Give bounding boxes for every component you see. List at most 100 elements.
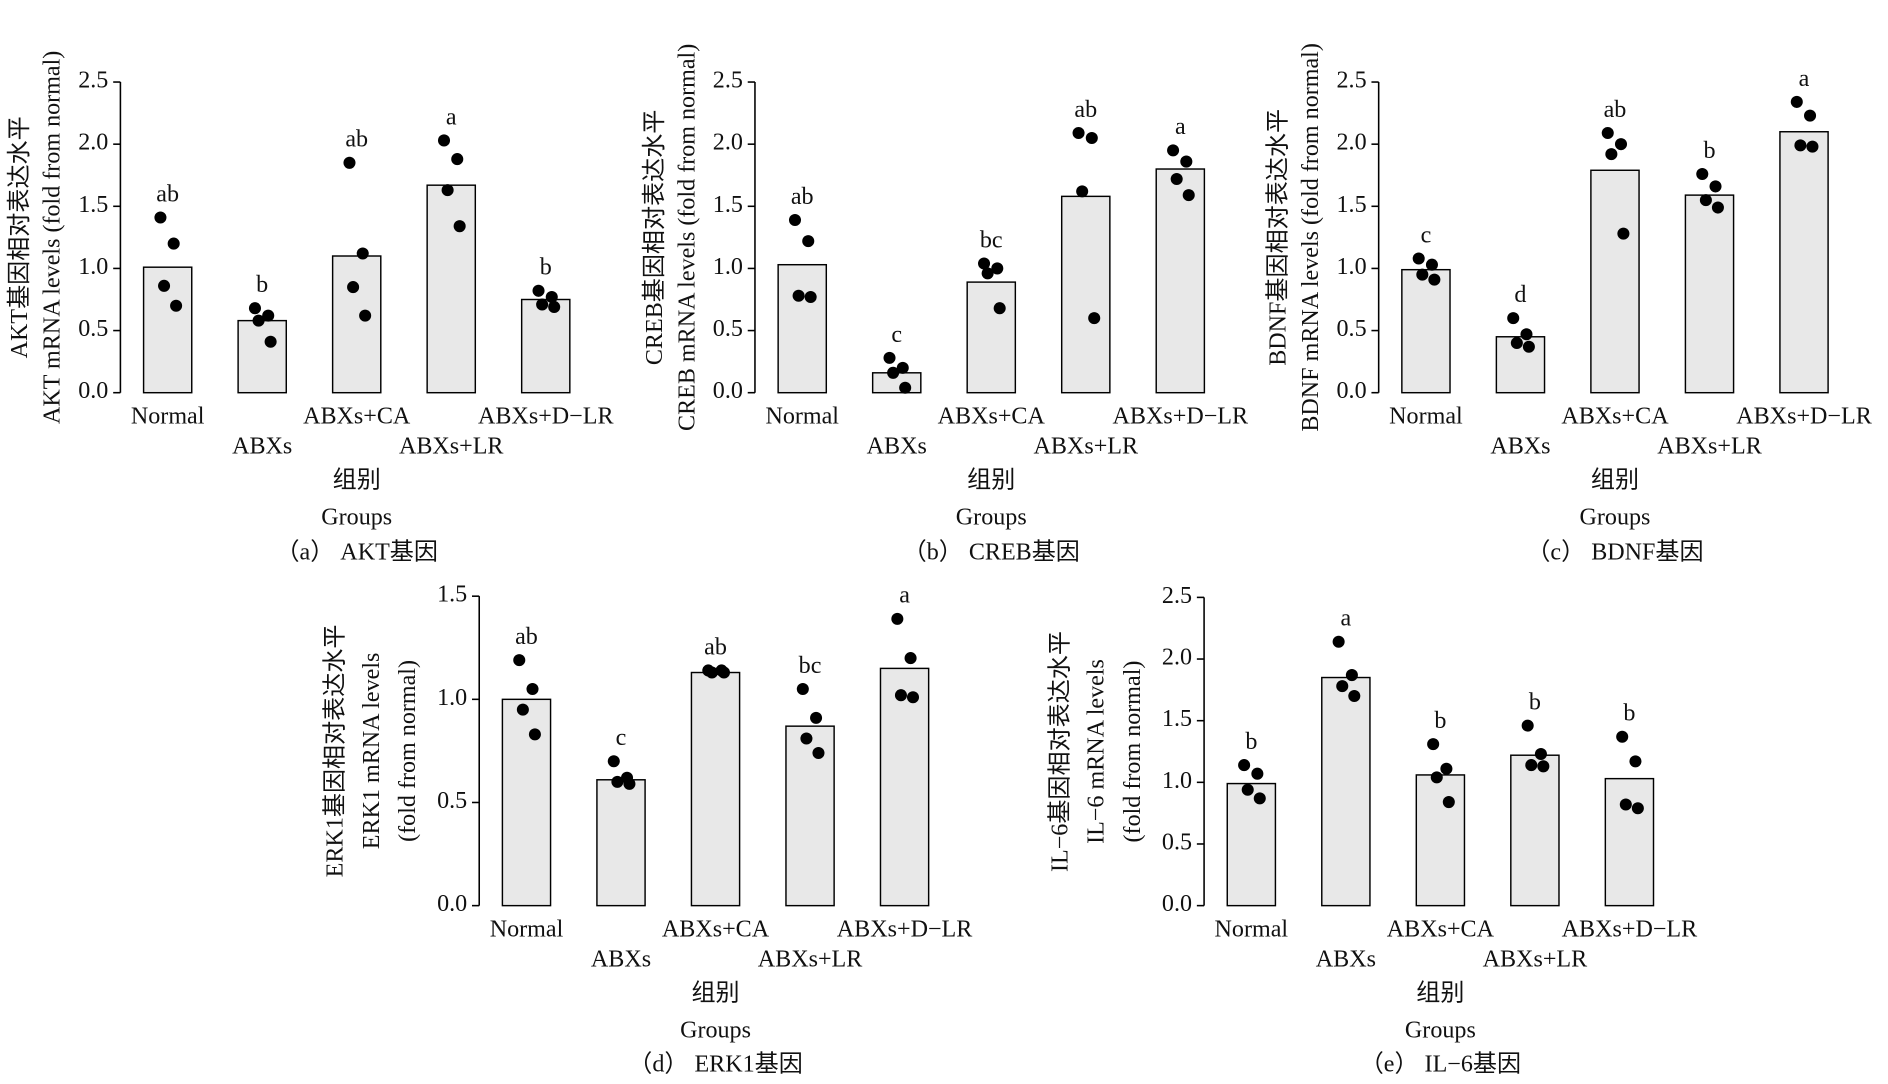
data-point (717, 666, 730, 679)
data-point (1616, 730, 1629, 743)
data-point (1709, 180, 1722, 193)
bar (1415, 774, 1466, 907)
data-point (1510, 336, 1523, 350)
x-tick-label: Normal (1215, 916, 1289, 942)
data-point (1251, 767, 1264, 780)
y-axis-title: IL−6 mRNA levels (1084, 659, 1110, 844)
significance-letter: b (1529, 689, 1541, 715)
data-point (1521, 719, 1534, 732)
data-point (548, 300, 561, 313)
data-point (887, 366, 900, 379)
bar (777, 263, 828, 394)
y-axis-title: AKT mRNA levels (fold from normal) (40, 51, 66, 424)
data-point (1076, 185, 1089, 198)
data-point (796, 682, 809, 696)
bar (1510, 754, 1560, 907)
significance-letter: b (1245, 729, 1257, 755)
data-point (252, 314, 265, 327)
caption: （d） ERK1基因 (628, 1050, 803, 1077)
data-point (1525, 759, 1538, 772)
bar (690, 671, 741, 907)
data-point (1416, 268, 1429, 281)
y-tick-label: 0.0 (713, 378, 743, 404)
y-axis-title: AKT基因相对表达水平 (6, 116, 33, 358)
y-tick-label: 2.5 (1162, 583, 1192, 609)
data-point (1442, 796, 1455, 809)
x-tick-label: ABXs (1316, 947, 1376, 973)
significance-letter: a (446, 104, 457, 130)
significance-letter: b (1434, 708, 1446, 734)
data-point (978, 257, 991, 270)
x-tick-label: ABXs+LR (758, 947, 863, 973)
y-axis-title: BDNF基因相对表达水平 (1264, 109, 1291, 366)
data-point (981, 267, 994, 280)
x-tick-label: ABXs+LR (399, 434, 504, 460)
data-point (705, 666, 718, 679)
bar (1060, 195, 1111, 394)
data-point (894, 689, 907, 702)
data-point (359, 309, 372, 322)
data-point (248, 302, 261, 315)
bar (1604, 777, 1655, 907)
data-point (1440, 762, 1453, 775)
data-point (1520, 328, 1533, 341)
significance-letter: c (1421, 222, 1432, 248)
significance-letter: b (1703, 138, 1715, 164)
y-axis-title: (fold from normal) (1120, 661, 1146, 843)
significance-letter: ab (156, 181, 179, 207)
significance-letter: d (1514, 282, 1526, 308)
y-tick-label: 1.5 (713, 192, 743, 218)
data-point (1601, 126, 1614, 140)
data-point (343, 156, 356, 169)
x-axis-title: Groups (680, 1018, 751, 1044)
y-axis-title: CREB mRNA levels (fold from normal) (674, 44, 700, 431)
bar (879, 667, 930, 907)
x-axis-title: 组别 (967, 466, 1015, 493)
x-axis-title: Groups (1580, 505, 1651, 531)
significance-letter: ab (345, 127, 368, 153)
significance-letter: ab (1074, 97, 1097, 123)
caption: （c） BDNF基因 (1526, 539, 1703, 566)
data-point (1427, 738, 1440, 751)
data-point (1167, 144, 1180, 157)
significance-letter: c (616, 725, 627, 751)
significance-letter: a (1175, 114, 1186, 140)
bar (237, 319, 287, 394)
significance-letter: ab (1604, 97, 1627, 123)
data-point (812, 746, 825, 759)
y-tick-label: 2.0 (78, 130, 108, 156)
data-point (1072, 126, 1085, 140)
bar (1684, 194, 1735, 394)
data-point (607, 755, 620, 768)
y-tick-label: 1.5 (437, 582, 467, 608)
caption: （e） IL−6基因 (1360, 1050, 1521, 1077)
data-point (800, 732, 813, 745)
significance-letter: ab (515, 624, 538, 650)
y-tick-label: 2.0 (1337, 130, 1367, 156)
data-point (453, 220, 466, 233)
x-tick-label: ABXs (867, 434, 927, 460)
bar (520, 298, 571, 394)
bar (426, 184, 477, 394)
x-tick-label: ABXs+CA (938, 404, 1046, 430)
significance-letter: ab (704, 634, 727, 660)
data-point (1522, 340, 1535, 353)
x-tick-label: Normal (765, 404, 839, 430)
x-tick-label: Normal (131, 404, 205, 430)
x-axis-title: 组别 (691, 979, 739, 1006)
data-point (536, 298, 549, 311)
y-tick-label: 0.0 (1337, 378, 1367, 404)
data-point (1332, 635, 1345, 648)
x-axis-title: Groups (1405, 1018, 1476, 1044)
data-point (1806, 140, 1819, 153)
y-tick-label: 1.5 (78, 192, 108, 218)
y-tick-label: 0.5 (713, 316, 743, 342)
y-tick-label: 0.5 (1162, 830, 1192, 856)
x-axis-title: Groups (321, 505, 392, 531)
significance-letter: b (256, 272, 268, 298)
x-tick-label: ABXs+D−LR (1736, 404, 1872, 430)
bar (1321, 676, 1371, 907)
data-point (437, 134, 451, 147)
x-tick-label: ABXs+D−LR (837, 916, 973, 942)
